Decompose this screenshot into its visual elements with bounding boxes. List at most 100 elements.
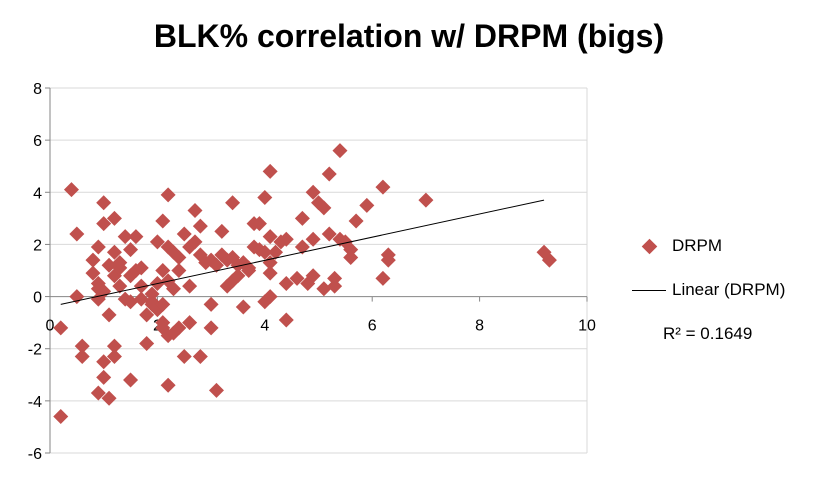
y-tick-label: 4: [33, 185, 42, 202]
data-point: [90, 239, 106, 255]
data-point: [96, 283, 112, 299]
data-point: [149, 234, 165, 250]
x-tick-label: 8: [475, 318, 484, 335]
data-point: [268, 244, 284, 260]
data-point: [257, 190, 273, 205]
data-point: [123, 242, 139, 258]
data-point: [294, 210, 310, 226]
legend-marker-linear: [632, 290, 666, 291]
trendline-layer: [60, 199, 545, 305]
data-point: [230, 268, 246, 284]
data-point: [139, 336, 155, 351]
y-tick-label: 8: [33, 81, 42, 98]
data-point: [53, 409, 69, 424]
legend-label-drpm: DRPM: [672, 236, 723, 255]
data-point: [106, 244, 122, 260]
data-point: [96, 195, 112, 211]
data-point: [251, 216, 267, 232]
data-point: [96, 216, 112, 232]
data-point: [262, 289, 278, 305]
data-point: [53, 320, 69, 336]
data-point: [327, 278, 343, 294]
x-tick-label: 6: [368, 318, 377, 335]
x-tick-label: 0: [46, 318, 55, 335]
trendline: [60, 199, 545, 305]
data-point: [380, 252, 396, 268]
data-point: [139, 307, 155, 323]
data-point: [106, 338, 122, 354]
data-point: [106, 349, 122, 365]
data-point: [418, 192, 434, 208]
data-point: [112, 255, 128, 271]
data-point: [176, 349, 192, 365]
data-point: [359, 197, 375, 213]
data-point: [278, 231, 294, 247]
data-point: [343, 242, 359, 258]
data-point: [106, 210, 122, 226]
data-point: [375, 270, 391, 286]
r-squared-label: R² = 0.1649: [663, 324, 753, 343]
data-point: [187, 203, 203, 219]
y-tick-label: 6: [33, 133, 42, 150]
data-point: [117, 229, 133, 245]
data-point: [262, 229, 278, 245]
data-point: [171, 320, 187, 336]
data-point: [198, 255, 214, 271]
data-point: [133, 278, 149, 294]
data-points: [53, 143, 557, 424]
x-tick-labels: 0246810: [46, 318, 596, 335]
data-point: [278, 312, 294, 328]
data-point: [63, 182, 79, 198]
data-point: [155, 263, 171, 278]
data-point: [128, 229, 144, 245]
data-point: [262, 255, 278, 271]
data-point: [305, 184, 321, 200]
legend-label-linear: Linear (DRPM): [672, 280, 786, 299]
data-point: [225, 195, 241, 211]
data-point: [278, 276, 294, 292]
data-point: [96, 354, 112, 370]
data-point: [160, 377, 176, 393]
data-point: [208, 382, 224, 398]
data-point: [101, 307, 117, 323]
data-point: [176, 226, 192, 242]
data-point: [294, 239, 310, 255]
data-point: [182, 278, 198, 294]
data-point: [74, 349, 90, 365]
data-point: [90, 385, 106, 401]
data-point: [171, 249, 187, 265]
data-point: [203, 320, 219, 336]
y-tick-label: -6: [28, 446, 42, 463]
data-point: [96, 369, 112, 385]
data-point: [262, 163, 278, 179]
data-point: [123, 294, 139, 310]
data-point: [316, 281, 332, 297]
data-point: [144, 286, 160, 302]
data-point: [321, 166, 337, 182]
data-point: [155, 213, 171, 229]
data-point: [541, 252, 557, 268]
data-point: [375, 179, 391, 195]
data-point: [289, 270, 305, 286]
data-point: [133, 291, 149, 307]
y-tick-label: 0: [33, 290, 42, 307]
data-point: [316, 200, 332, 216]
data-point: [160, 187, 176, 203]
x-tick-label: 4: [260, 318, 269, 335]
axes: [45, 87, 588, 454]
data-point: [305, 268, 321, 284]
data-point: [192, 218, 208, 234]
x-tick-label: 10: [578, 318, 596, 335]
data-point: [101, 390, 117, 406]
y-tick-labels: 8 6 4 2 0 -2 -4 -6: [28, 81, 42, 463]
y-tick-label: -4: [28, 394, 42, 411]
data-point: [123, 372, 139, 388]
y-tick-label: 2: [33, 237, 42, 254]
data-point: [166, 281, 182, 297]
data-point: [192, 349, 208, 365]
y-tick-label: -2: [28, 342, 42, 359]
data-point: [327, 270, 343, 286]
data-point: [343, 249, 359, 265]
data-point: [101, 257, 117, 273]
